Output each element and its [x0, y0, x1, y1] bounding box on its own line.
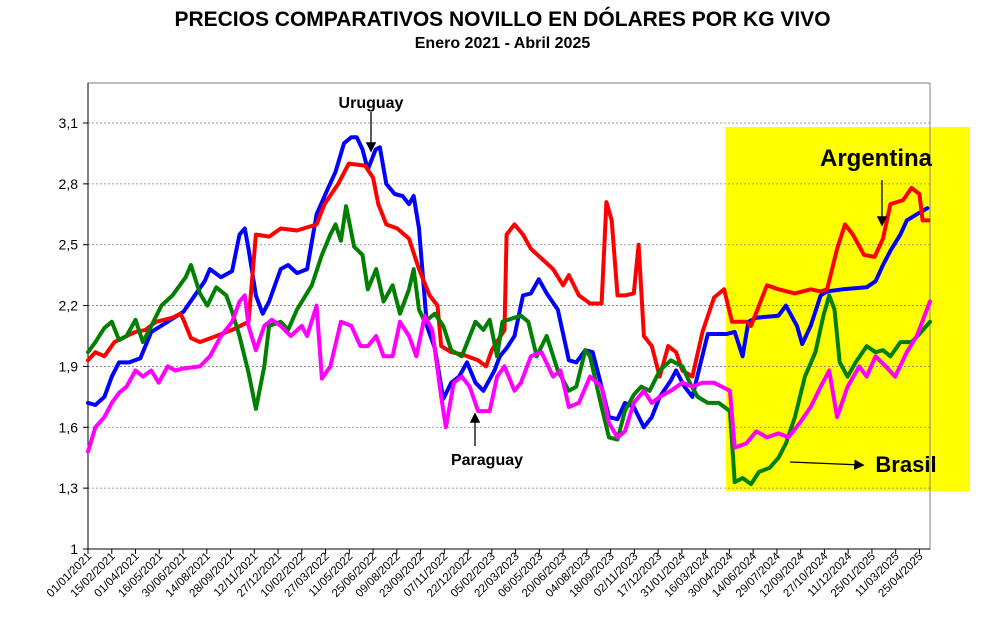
series-line-argentina — [86, 161, 931, 379]
y-tick-label: 2,8 — [59, 176, 79, 192]
annotation-label-argentina: Argentina — [820, 145, 933, 172]
annotation-label-paraguay: Paraguay — [451, 452, 523, 469]
annotation-label-brasil: Brasil — [875, 452, 936, 477]
y-tick-label: 2,2 — [59, 298, 79, 314]
y-tick-label: 1,6 — [59, 419, 79, 435]
y-tick-label: 1 — [70, 541, 78, 557]
annotations: Uruguay Paraguay Argentina Brasil — [339, 95, 937, 477]
series-line-paraguay — [86, 293, 932, 454]
chart-subtitle: Enero 2021 - Abril 2025 — [414, 35, 591, 52]
annotation-label-uruguay: Uruguay — [339, 95, 404, 112]
highlight-region — [726, 127, 970, 491]
gridlines — [88, 122, 930, 489]
series-lines — [86, 135, 932, 487]
highlight-region-layer — [726, 127, 970, 491]
y-tick-label: 1,3 — [59, 480, 79, 496]
chart-title: PRECIOS COMPARATIVOS NOVILLO EN DÓLARES … — [174, 8, 831, 31]
y-tick-label: 2,5 — [59, 237, 79, 253]
y-tick-label: 3,1 — [59, 115, 79, 131]
y-tick-label: 1,9 — [59, 358, 79, 374]
annotation-arrow-brasil — [789, 459, 865, 470]
